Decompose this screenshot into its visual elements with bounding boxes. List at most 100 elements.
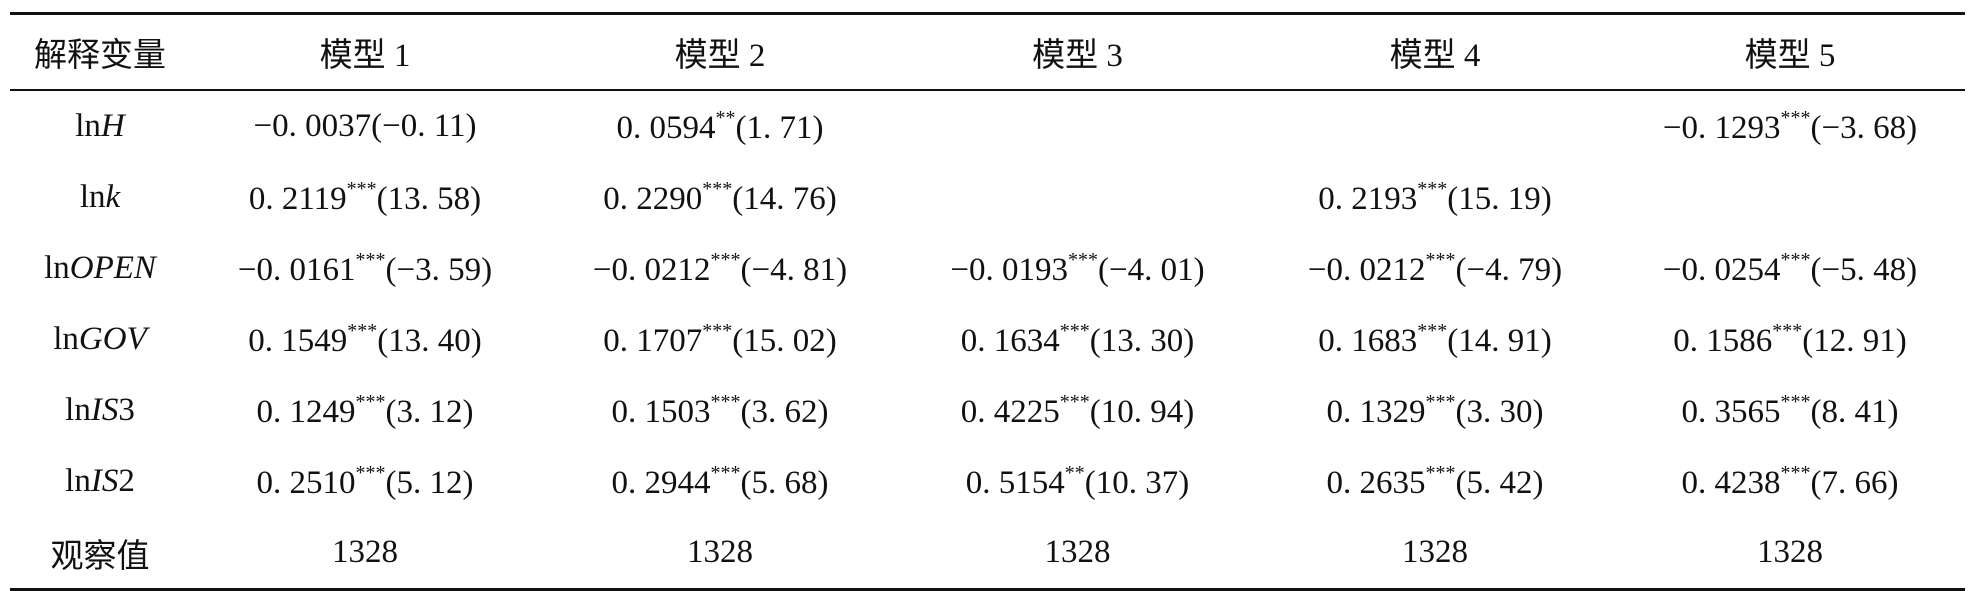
t-statistic: (10. 37) [1084, 464, 1190, 501]
coefficient: 0. 1329 [1326, 393, 1426, 430]
significance-stars: *** [347, 319, 378, 342]
t-statistic: (−5. 48) [1810, 251, 1918, 288]
value-cell: 1328 [900, 517, 1255, 590]
value-cell: −0. 0037(−0. 11) [190, 90, 540, 162]
variable-suffix: 3 [118, 392, 135, 428]
coefficient: −0. 0161 [237, 251, 356, 288]
coefficient: 0. 3565 [1681, 393, 1781, 430]
t-statistic: (14. 76) [732, 180, 837, 217]
coefficient: −0. 0193 [950, 251, 1069, 288]
header-cell: 解释变量 [34, 38, 166, 74]
significance-stars: *** [1059, 390, 1090, 413]
variable-cell: lnH [10, 90, 190, 162]
table-row: lnH −0. 0037(−0. 11) 0. 0594**(1. 71) −0. 1… [10, 90, 1965, 162]
coefficient: 0. 0594 [616, 109, 716, 146]
coefficient: 0. 4225 [960, 393, 1060, 430]
variable-cell: lnIS2 [10, 446, 190, 517]
table-row: lnk 0. 2119***(13. 58) 0. 2290***(14. 76) 0… [10, 162, 1965, 233]
value-cell: 0. 2944***(5. 68) [540, 446, 900, 517]
table-row: lnOPEN −0. 0161***(−3. 59) −0. 0212***(−4.… [10, 233, 1965, 304]
value-cell: −0. 0212***(−4. 79) [1255, 233, 1615, 304]
observation-count: 1328 [1757, 534, 1823, 570]
coefficient: −0. 1293 [1662, 109, 1781, 146]
value-cell: 0. 2193***(15. 19) [1255, 162, 1615, 233]
t-statistic: (14. 91) [1447, 322, 1552, 359]
value-cell: 1328 [540, 517, 900, 590]
variable-name: IS [90, 392, 119, 428]
table-row: lnIS2 0. 2510***(5. 12) 0. 2944***(5. 68) 0… [10, 446, 1965, 517]
significance-stars: *** [355, 461, 386, 484]
coefficient: 0. 1634 [960, 322, 1060, 359]
value-cell: 1328 [1255, 517, 1615, 590]
value-cell: 1328 [190, 517, 540, 590]
value-cell: 0. 2119***(13. 58) [190, 162, 540, 233]
variable-name: k [105, 179, 121, 215]
t-statistic: (12. 91) [1802, 322, 1907, 359]
t-statistic: (−4. 79) [1455, 251, 1563, 288]
value-cell: 0. 0594**(1. 71) [540, 90, 900, 162]
variable-prefix: ln [44, 250, 70, 286]
variable-prefix: ln [65, 392, 91, 428]
t-statistic: (8. 41) [1810, 393, 1899, 430]
table-row: 观察值 1328 1328 1328 1328 1328 [10, 517, 1965, 590]
value-cell: −0. 0193***(−4. 01) [900, 233, 1255, 304]
coefficient: −0. 0037 [253, 108, 372, 144]
t-statistic: (15. 19) [1447, 180, 1552, 217]
value-cell: −0. 1293***(−3. 68) [1615, 90, 1965, 162]
coefficient: 0. 2635 [1326, 464, 1426, 501]
variable-prefix: ln [79, 179, 106, 215]
coefficient: 0. 4238 [1681, 464, 1781, 501]
value-cell: 0. 1249***(3. 12) [190, 375, 540, 446]
significance-stars: *** [355, 390, 386, 413]
variable-name: OPEN [69, 250, 156, 286]
value-cell: 0. 2510***(5. 12) [190, 446, 540, 517]
variable-cell: lnIS3 [10, 375, 190, 446]
table-row: lnIS3 0. 1249***(3. 12) 0. 1503***(3. 62) 0… [10, 375, 1965, 446]
value-cell: 0. 2635***(5. 42) [1255, 446, 1615, 517]
value-cell: 0. 1503***(3. 62) [540, 375, 900, 446]
t-statistic: (7. 66) [1810, 464, 1899, 501]
value-cell: 0. 1329***(3. 30) [1255, 375, 1615, 446]
variable-name: GOV [78, 321, 147, 357]
coefficient: −0. 0212 [592, 251, 711, 288]
t-statistic: (3. 62) [740, 393, 829, 430]
variable-name: H [100, 108, 125, 144]
coefficient: 0. 2119 [248, 180, 347, 217]
header-cell: 模型 2 [674, 38, 766, 74]
observation-count: 1328 [332, 534, 398, 570]
value-cell: 0. 4225***(10. 94) [900, 375, 1255, 446]
observation-count: 1328 [1044, 534, 1111, 570]
variable-prefix: ln [65, 463, 91, 499]
significance-stars: *** [1780, 461, 1811, 484]
regression-table: 解释变量 模型 1 模型 2 模型 3 模型 4 模型 5 lnH −0. 0037(−0.… [10, 12, 1965, 591]
table-body: lnH −0. 0037(−0. 11) 0. 0594**(1. 71) −0. 1… [10, 90, 1965, 590]
coefficient: 0. 2944 [611, 464, 711, 501]
coefficient: 0. 2290 [603, 180, 703, 217]
variable-label: 观察值 [50, 538, 150, 575]
value-cell: −0. 0212***(−4. 81) [540, 233, 900, 304]
value-cell: 0. 4238***(7. 66) [1615, 446, 1965, 517]
t-statistic: (−3. 68) [1810, 109, 1918, 146]
t-statistic: (10. 94) [1089, 393, 1195, 430]
variable-name: IS [90, 463, 119, 499]
t-statistic: (3. 30) [1455, 393, 1544, 430]
header-cell: 模型 5 [1744, 38, 1836, 74]
t-statistic: (1. 71) [735, 109, 824, 146]
significance-stars: *** [702, 177, 733, 200]
variable-cell: lnk [10, 162, 190, 233]
value-cell: 0. 5154**(10. 37) [900, 446, 1255, 517]
value-cell [1615, 162, 1965, 233]
variable-prefix: ln [53, 321, 79, 357]
value-cell [900, 162, 1255, 233]
value-cell: −0. 0161***(−3. 59) [190, 233, 540, 304]
value-cell: 0. 1683***(14. 91) [1255, 304, 1615, 375]
header-cell: 模型 4 [1389, 38, 1481, 74]
value-cell: −0. 0254***(−5. 48) [1615, 233, 1965, 304]
table-header: 解释变量 模型 1 模型 2 模型 3 模型 4 模型 5 [10, 13, 1965, 90]
variable-cell: 观察值 [10, 517, 190, 590]
coefficient: 0. 2193 [1318, 180, 1418, 217]
coefficient: 0. 1683 [1318, 322, 1418, 359]
coefficient: 0. 1249 [256, 393, 356, 430]
coefficient: 0. 1503 [611, 393, 711, 430]
